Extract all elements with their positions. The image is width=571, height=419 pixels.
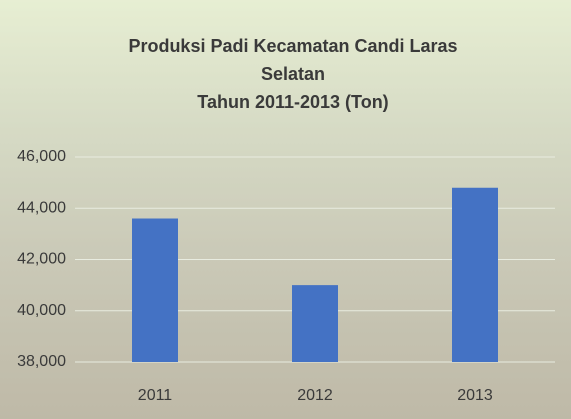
- y-tick-label: 46,000: [17, 148, 66, 165]
- chart-title: Tahun 2011-2013 (Ton): [197, 92, 388, 112]
- x-tick-label: 2013: [457, 387, 493, 404]
- y-tick-label: 44,000: [17, 199, 66, 216]
- bar: [292, 285, 338, 362]
- bar: [132, 218, 178, 362]
- y-tick-label: 42,000: [17, 251, 66, 268]
- y-tick-label: 40,000: [17, 302, 66, 319]
- x-tick-label: 2011: [138, 387, 173, 404]
- y-tick-label: 38,000: [17, 353, 66, 370]
- bar: [452, 187, 498, 362]
- chart-title: Produksi Padi Kecamatan Candi Laras: [128, 36, 457, 56]
- chart-title: Selatan: [261, 64, 325, 84]
- x-tick-label: 2012: [297, 387, 333, 404]
